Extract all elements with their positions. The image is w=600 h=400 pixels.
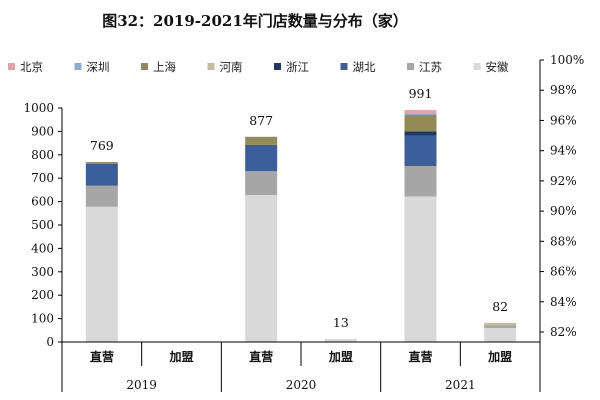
y-right-tick-label: 94% xyxy=(550,144,577,158)
y-tick-label: 200 xyxy=(31,288,54,302)
bar-segment xyxy=(404,113,437,116)
legend-label: 河南 xyxy=(220,60,243,74)
x-group-label: 2021 xyxy=(445,378,476,392)
y-axis-right: 82% 84% 86% 88% 90% 92% 94% 96% 98% 100% xyxy=(539,53,584,342)
y-right-tick-label: 100% xyxy=(550,53,584,67)
y-tick-label: 100 xyxy=(31,312,54,326)
bar-segment xyxy=(404,135,437,167)
bars xyxy=(85,110,517,342)
y-axis-left: 0 100 200 300 400 500 600 700 800 900 1000 xyxy=(23,101,63,349)
chart-title: 图32：2019-2021年门店数量与分布（家） xyxy=(102,12,408,30)
x-group-label: 2019 xyxy=(126,378,157,392)
legend-swatch xyxy=(141,63,148,70)
legend-label: 安徽 xyxy=(486,60,509,74)
y-tick-label: 500 xyxy=(31,218,54,232)
y-right-tick-label: 98% xyxy=(550,83,577,97)
y-right-tick-label: 96% xyxy=(550,113,577,127)
bar-segment xyxy=(245,195,278,342)
y-tick-label: 400 xyxy=(31,241,54,255)
x-category-label: 直营 xyxy=(408,349,432,364)
bar-segment xyxy=(85,185,118,207)
legend-label: 北京 xyxy=(20,60,43,74)
y-right-tick-label: 84% xyxy=(550,295,577,309)
bar-segment xyxy=(404,131,437,136)
legend-label: 江苏 xyxy=(419,60,442,74)
total-label: 13 xyxy=(333,315,349,330)
total-label: 82 xyxy=(492,299,508,314)
legend-swatch xyxy=(207,63,215,70)
y-tick-label: 900 xyxy=(31,124,54,138)
x-category-label: 直营 xyxy=(90,349,114,364)
bar-segment xyxy=(245,136,278,145)
y-tick-label: 700 xyxy=(31,171,54,185)
bar-segment xyxy=(85,162,118,164)
x-category-label: 加盟 xyxy=(168,349,193,364)
total-label: 877 xyxy=(249,113,273,128)
x-category-label: 加盟 xyxy=(487,349,512,364)
bar-segment xyxy=(85,163,118,186)
total-labels: 769 877 13 991 82 xyxy=(90,86,508,330)
bar-segment xyxy=(484,325,517,328)
bar-segment xyxy=(404,166,437,197)
y-tick-label: 300 xyxy=(31,265,54,279)
y-right-tick-label: 90% xyxy=(550,204,577,218)
bar-segment xyxy=(245,171,278,196)
legend-swatch xyxy=(74,63,82,70)
y-right-tick-label: 92% xyxy=(550,174,577,188)
legend-label: 上海 xyxy=(153,60,176,74)
y-right-tick-label: 82% xyxy=(550,325,577,339)
bar-segment xyxy=(484,327,517,342)
y-tick-label: 1000 xyxy=(23,101,54,115)
bar-segment xyxy=(484,322,517,326)
total-label: 769 xyxy=(90,138,114,153)
y-right-tick-label: 88% xyxy=(550,234,577,248)
bar-segment xyxy=(404,196,437,342)
y-right-tick-label: 86% xyxy=(550,265,577,279)
x-group-label: 2020 xyxy=(286,378,317,392)
legend-swatch xyxy=(340,63,348,70)
legend-swatch xyxy=(8,63,15,70)
bar-segment xyxy=(324,338,357,342)
legend-swatch xyxy=(407,63,414,70)
x-category-label: 直营 xyxy=(249,349,273,364)
legend-swatch xyxy=(274,63,281,70)
y-tick-label: 600 xyxy=(31,195,54,209)
legend-label: 湖北 xyxy=(353,60,376,74)
bar-segment xyxy=(404,115,437,132)
y-tick-label: 800 xyxy=(31,148,54,162)
y-tick-label: 0 xyxy=(46,335,54,349)
legend-label: 浙江 xyxy=(286,60,309,74)
bar-segment xyxy=(85,206,118,342)
legend-swatch xyxy=(473,63,481,70)
legend-label: 深圳 xyxy=(87,60,110,74)
bar-segment xyxy=(245,144,278,172)
x-category-label: 加盟 xyxy=(328,349,353,364)
x-axis: 直营 加盟 直营 加盟 直营 加盟 2019 2020 2021 xyxy=(61,341,541,392)
total-label: 991 xyxy=(409,86,433,101)
legend: 北京 深圳 上海 河南 浙江 湖北 江苏 安徽 xyxy=(8,60,509,74)
bar-segment xyxy=(404,110,437,114)
